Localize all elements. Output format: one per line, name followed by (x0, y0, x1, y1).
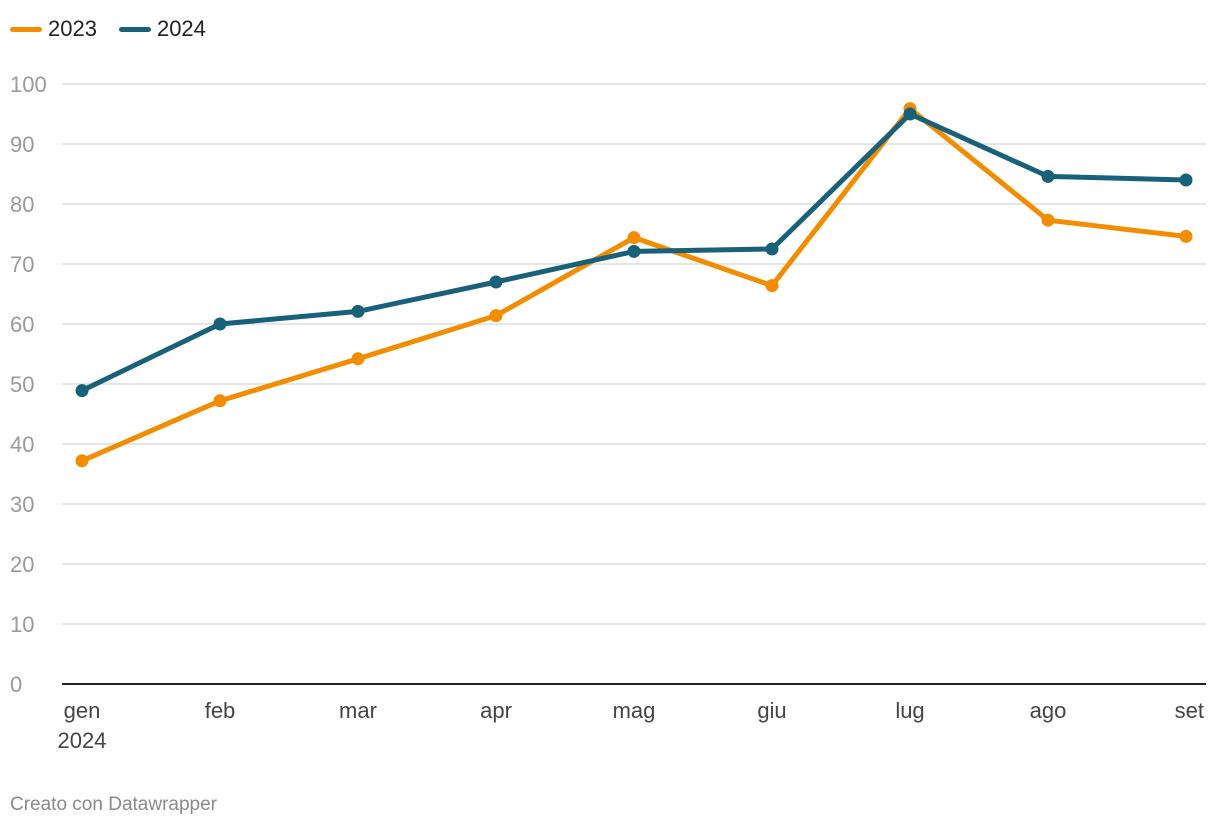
x-tick-label-apr: apr (480, 698, 512, 723)
data-point-2023-feb (213, 394, 227, 408)
data-point-2024-giu (765, 242, 779, 256)
x-tick-label-mag: mag (613, 698, 656, 723)
y-tick-label-70: 70 (10, 252, 34, 277)
x-tick-label-gen: gen (64, 698, 101, 723)
y-tick-label-20: 20 (10, 552, 34, 577)
x-tick-label-ago: ago (1030, 698, 1067, 723)
y-tick-label-60: 60 (10, 312, 34, 337)
legend-swatch-2024 (118, 26, 151, 32)
data-point-2023-gen (75, 454, 89, 468)
data-point-2024-ago (1041, 169, 1055, 183)
data-point-2024-mag (627, 244, 641, 258)
data-point-2024-lug (903, 107, 917, 121)
x-tick-label-mar: mar (339, 698, 377, 723)
line-chart: 0 10 20 30 40 50 60 70 80 90 100 gen feb mar apr mag giu… (10, 72, 1206, 753)
data-point-2024-feb (213, 317, 227, 331)
y-tick-label-30: 30 (10, 492, 34, 517)
x-tick-label-giu: giu (757, 698, 786, 723)
x-tick-sublabel-year: 2024 (58, 728, 107, 753)
y-tick-label-40: 40 (10, 432, 34, 457)
data-point-2023-mar (351, 352, 365, 366)
y-tick-label-90: 90 (10, 132, 34, 157)
data-point-2024-set (1179, 173, 1193, 187)
legend-item-2023: 2023 (10, 16, 97, 42)
data-point-2024-apr (489, 275, 503, 289)
data-point-2024-gen (75, 384, 89, 398)
data-point-2023-ago (1041, 213, 1055, 227)
y-tick-label-80: 80 (10, 192, 34, 217)
y-tick-label-0: 0 (10, 672, 22, 697)
y-tick-label-100: 100 (10, 72, 47, 97)
x-tick-label-lug: lug (895, 698, 924, 723)
x-tick-label-set: set (1175, 698, 1204, 723)
legend-label-2024: 2024 (156, 16, 206, 41)
data-point-2023-set (1179, 229, 1193, 243)
y-tick-label-10: 10 (10, 612, 34, 637)
data-point-2023-mag (627, 231, 641, 245)
y-tick-label-50: 50 (10, 372, 34, 397)
data-point-2023-apr (489, 309, 503, 323)
legend-label-2023: 2023 (48, 16, 97, 41)
data-point-2024-mar (351, 304, 365, 318)
data-point-2023-giu (765, 279, 779, 293)
legend-swatch-2023 (10, 26, 42, 32)
x-tick-label-feb: feb (205, 698, 236, 723)
legend-item-2024: 2024 (118, 16, 206, 42)
chart-credit: Creato con Datawrapper (10, 794, 217, 815)
legend: 2023 2024 (10, 16, 206, 42)
